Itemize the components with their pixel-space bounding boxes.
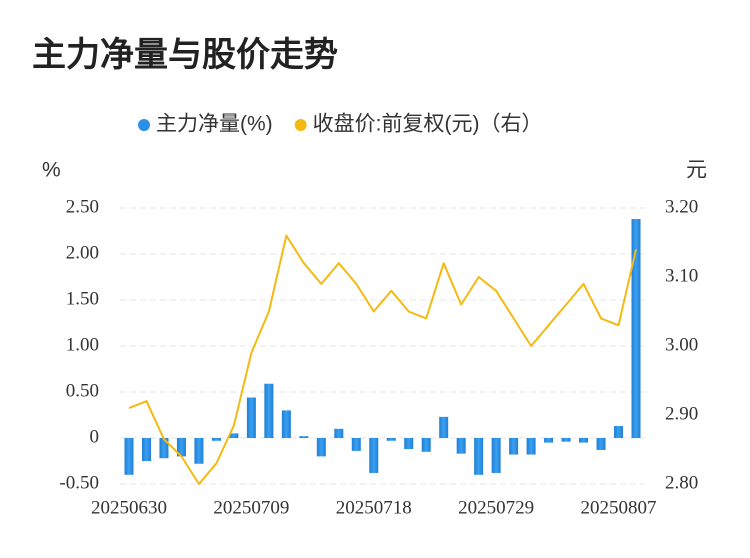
bar xyxy=(141,438,151,461)
bar xyxy=(631,219,641,438)
x-tick-label: 20250729 xyxy=(458,497,534,518)
bar xyxy=(351,438,361,451)
bar xyxy=(561,438,571,442)
y-tick-label: -0.50 xyxy=(59,472,99,493)
bar xyxy=(211,438,221,441)
y-tick-label: 0.50 xyxy=(66,380,99,401)
y2-tick-label: 2.90 xyxy=(665,403,698,424)
bar xyxy=(229,433,239,438)
legend-marker xyxy=(294,119,307,131)
bar xyxy=(334,428,344,438)
bar xyxy=(386,438,396,441)
y-axis-unit: % xyxy=(42,159,61,182)
y2-tick-label: 3.00 xyxy=(665,334,698,355)
bar xyxy=(159,438,169,459)
bar xyxy=(246,397,256,438)
bar xyxy=(579,438,589,443)
bar xyxy=(264,383,274,438)
bar xyxy=(544,438,554,443)
x-tick-label: 20250709 xyxy=(213,497,289,518)
bar xyxy=(456,438,466,454)
bar xyxy=(421,438,431,452)
bar xyxy=(194,438,204,464)
bar xyxy=(299,436,309,438)
legend-label: 主力净量(%) xyxy=(156,113,273,136)
y-tick-label: 2.00 xyxy=(66,242,99,263)
y-tick-label: 1.00 xyxy=(66,334,99,355)
bar xyxy=(614,426,624,438)
y2-tick-label: 3.20 xyxy=(665,196,698,217)
y-tick-label: 1.50 xyxy=(66,288,99,309)
bar xyxy=(509,438,519,455)
bar xyxy=(596,438,606,450)
chart-title: 主力净量与股价走势 xyxy=(32,36,338,74)
bar xyxy=(404,438,414,450)
price-line xyxy=(128,234,637,485)
bar xyxy=(369,438,379,473)
legend-label: 收盘价:前复权(元)（右） xyxy=(313,113,543,136)
y2-axis-unit: 元 xyxy=(686,159,707,182)
y-tick-label: 2.50 xyxy=(66,196,99,217)
bar xyxy=(491,438,501,473)
y2-tick-label: 3.10 xyxy=(665,265,698,286)
bar xyxy=(526,438,536,455)
x-tick-label: 20250630 xyxy=(91,497,167,518)
bar xyxy=(316,438,326,457)
y2-tick-label: 2.80 xyxy=(665,472,698,493)
y-tick-label: 0 xyxy=(90,426,100,447)
bar xyxy=(124,438,134,475)
bar xyxy=(439,416,449,438)
x-tick-label: 20250718 xyxy=(336,497,412,518)
x-tick-label: 20250807 xyxy=(581,497,657,518)
bar xyxy=(474,438,484,475)
bar xyxy=(176,438,186,457)
bar xyxy=(281,410,291,438)
legend-marker xyxy=(138,119,150,131)
